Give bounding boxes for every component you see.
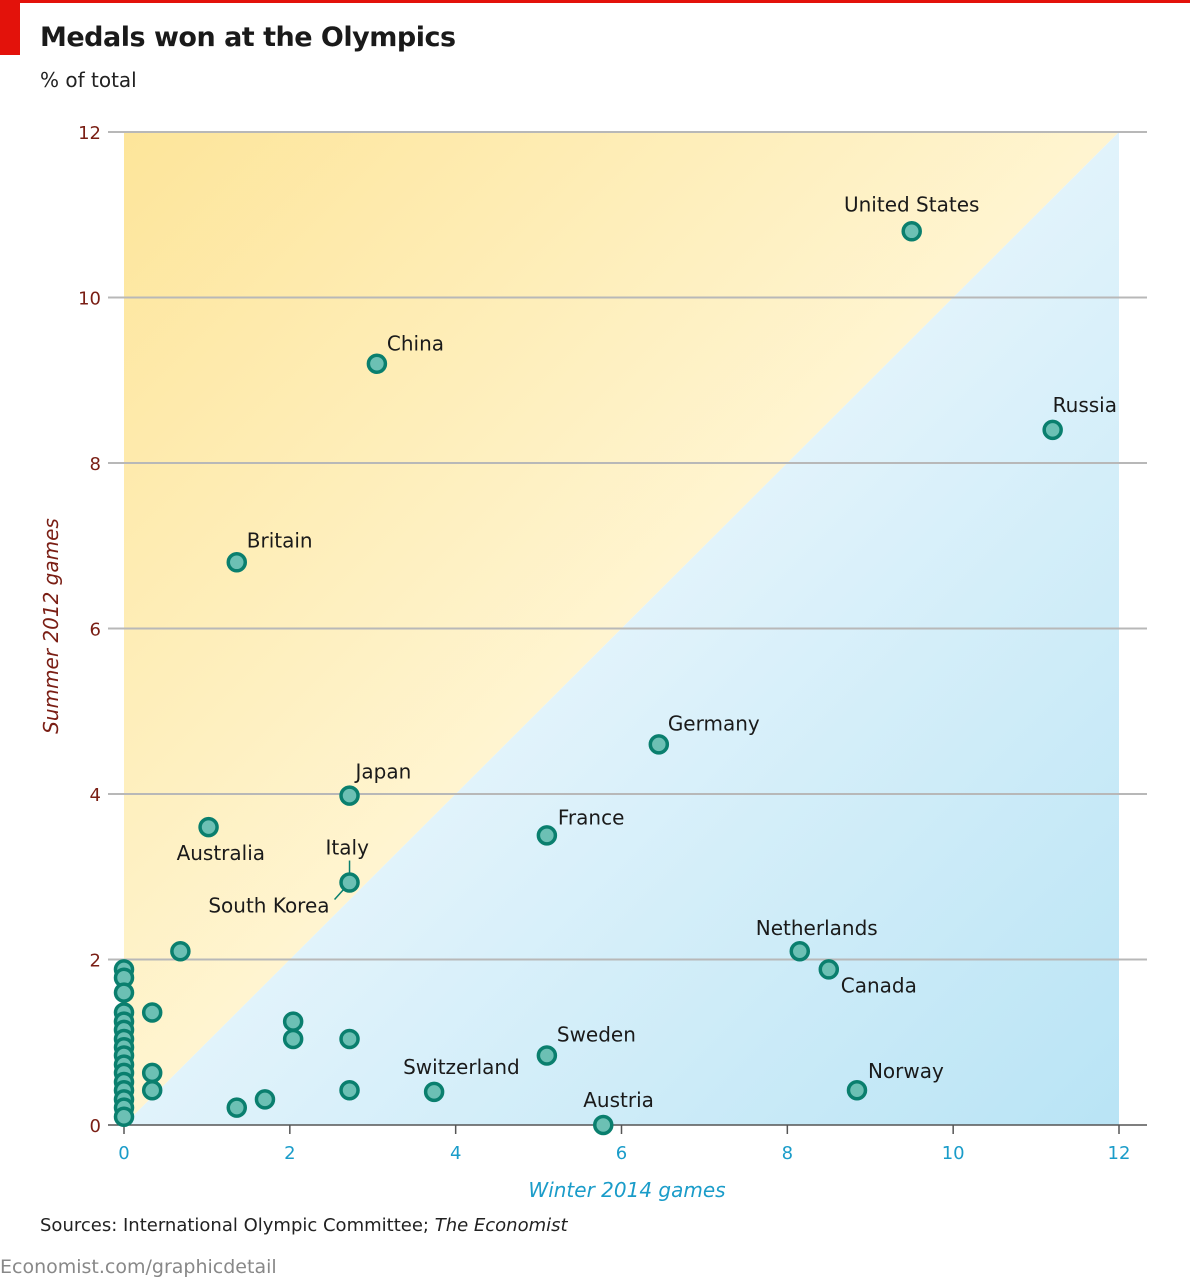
data-point	[113, 1106, 135, 1127]
y-tick-label: 10	[78, 289, 101, 310]
chart-title: Medals won at the Olympics	[40, 22, 456, 53]
y-tick-label: 0	[90, 1116, 101, 1137]
brand-tag	[0, 0, 20, 55]
data-point	[141, 1002, 163, 1023]
x-tick-label: 8	[782, 1143, 793, 1164]
point-label: Russia	[1053, 393, 1117, 417]
data-point	[254, 1089, 276, 1110]
y-tick-label: 4	[90, 785, 101, 806]
data-point	[339, 785, 360, 806]
y-tick-label: 8	[90, 454, 101, 475]
y-tick-label: 2	[90, 951, 101, 972]
data-point	[818, 959, 840, 980]
x-axis-ticks: 0 2 4 6 8 10 12	[118, 1125, 1130, 1164]
point-label: United States	[844, 192, 979, 216]
data-point	[789, 940, 811, 962]
data-point	[339, 1079, 360, 1101]
data-point	[113, 982, 135, 1003]
point-label: Australia	[177, 841, 265, 865]
y-tick-label: 6	[90, 620, 101, 641]
data-point	[423, 1081, 445, 1103]
data-point	[536, 1045, 558, 1066]
top-rule	[0, 0, 1190, 3]
source-text: Sources: International Olympic Committee…	[40, 1215, 435, 1236]
point-label: Germany	[668, 711, 760, 735]
data-point	[226, 1097, 248, 1118]
data-point	[593, 1114, 614, 1136]
point-label: Netherlands	[756, 916, 878, 940]
axis-labels: Summer 2012 games Winter 2014 games	[39, 518, 726, 1202]
point-label: Austria	[583, 1088, 654, 1112]
point-label: Italy	[326, 836, 370, 860]
x-tick-label: 6	[616, 1143, 627, 1164]
chart-subtitle: % of total	[40, 68, 137, 92]
data-point	[846, 1079, 868, 1101]
point-label: Japan	[354, 760, 412, 784]
point-label: Sweden	[557, 1022, 636, 1046]
point-label: South Korea	[208, 894, 329, 918]
x-tick-label: 2	[284, 1143, 295, 1164]
data-point	[366, 353, 388, 374]
x-tick-label: 10	[942, 1143, 965, 1164]
data-point	[339, 1028, 360, 1050]
point-label: China	[387, 332, 444, 356]
point-label: France	[558, 805, 625, 829]
data-point	[901, 221, 922, 242]
data-point	[536, 825, 558, 846]
point-label: Canada	[841, 973, 917, 997]
data-point	[282, 1011, 304, 1032]
source-publication: The Economist	[434, 1215, 568, 1236]
data-point	[282, 1028, 304, 1050]
point-labels: United States China Russia Britain Germany Ja…	[177, 192, 1117, 1112]
data-point	[198, 816, 219, 838]
data-point	[1042, 419, 1063, 441]
x-axis-title: Winter 2014 games	[528, 1178, 725, 1202]
data-point	[226, 552, 248, 573]
data-points	[113, 221, 1063, 1136]
data-point	[170, 940, 191, 962]
data-point	[339, 872, 360, 893]
gridlines	[108, 131, 1147, 1126]
y-axis-title: Summer 2012 games	[39, 518, 63, 734]
source-note: Sources: International Olympic Committee…	[40, 1215, 568, 1236]
point-label: Britain	[247, 528, 313, 552]
south-korea-leader	[333, 889, 345, 901]
point-label: Norway	[868, 1059, 944, 1083]
data-point	[141, 1062, 163, 1084]
x-tick-label: 4	[450, 1143, 461, 1164]
x-tick-label: 0	[118, 1143, 129, 1164]
source-url: Economist.com/graphicdetail	[0, 1256, 277, 1278]
label-leaders	[333, 860, 351, 901]
point-label: Switzerland	[403, 1055, 520, 1079]
x-tick-label: 12	[1108, 1143, 1131, 1164]
data-point	[141, 1079, 163, 1101]
y-axis-ticks: 0 2 4 6 8 10 12	[78, 123, 101, 1137]
y-tick-label: 12	[78, 123, 101, 144]
data-point	[648, 734, 670, 755]
